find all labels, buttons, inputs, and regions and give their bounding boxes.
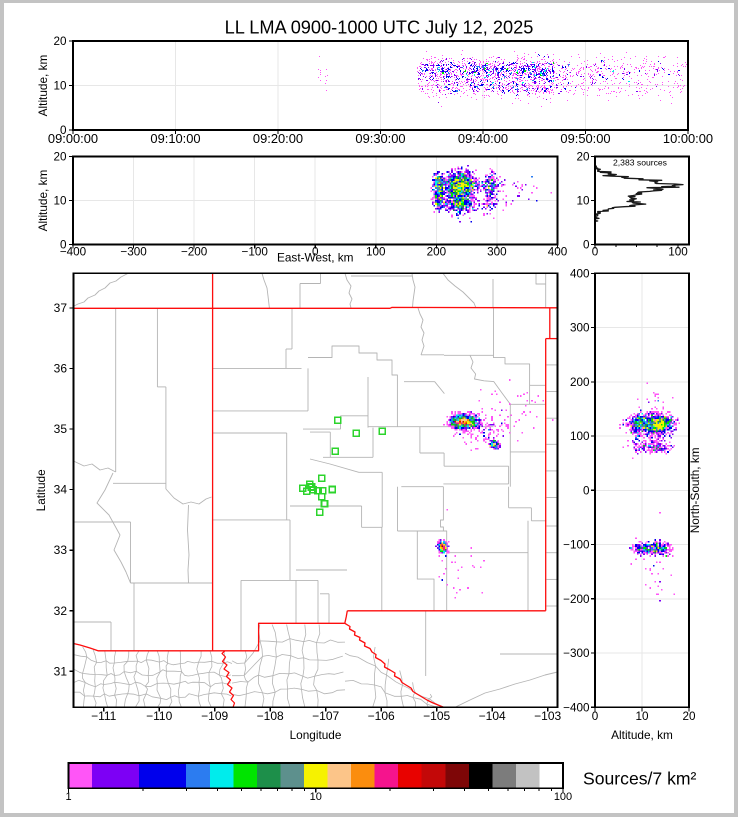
svg-text:0: 0	[592, 710, 599, 723]
svg-text:20: 20	[53, 35, 67, 48]
svg-text:−200: −200	[181, 246, 208, 259]
svg-text:−300: −300	[563, 647, 590, 660]
svg-text:Sources/7 km²: Sources/7 km²	[583, 769, 697, 789]
svg-text:400: 400	[548, 246, 568, 259]
svg-text:0: 0	[60, 239, 67, 252]
svg-text:31: 31	[54, 664, 68, 678]
svg-text:Longitude: Longitude	[290, 728, 342, 742]
svg-text:10: 10	[310, 791, 322, 803]
svg-text:−400: −400	[60, 246, 87, 259]
svg-text:33: 33	[54, 543, 68, 557]
svg-text:300: 300	[570, 322, 590, 335]
svg-text:LL LMA 0900-1000 UTC July 12,: LL LMA 0900-1000 UTC July 12, 2025	[225, 18, 534, 38]
svg-text:North-South, km: North-South, km	[688, 447, 702, 533]
svg-text:0: 0	[592, 246, 599, 259]
svg-text:37: 37	[54, 301, 68, 315]
svg-text:−104: −104	[479, 709, 506, 723]
svg-text:East-West, km: East-West, km	[277, 251, 354, 265]
svg-text:09:30:00: 09:30:00	[355, 131, 405, 146]
svg-text:0: 0	[312, 246, 319, 259]
svg-text:−200: −200	[563, 593, 590, 606]
svg-text:09:40:00: 09:40:00	[458, 131, 508, 146]
svg-text:Altitude, km: Altitude, km	[36, 170, 50, 232]
svg-text:34: 34	[54, 483, 68, 497]
svg-text:09:50:00: 09:50:00	[560, 131, 610, 146]
svg-text:−103: −103	[534, 709, 561, 723]
svg-text:09:10:00: 09:10:00	[150, 131, 200, 146]
svg-text:36: 36	[54, 362, 68, 376]
svg-text:−300: −300	[120, 246, 147, 259]
svg-text:0: 0	[60, 124, 67, 137]
svg-text:10: 10	[53, 80, 67, 93]
svg-text:100: 100	[366, 246, 386, 259]
svg-text:10:00:00: 10:00:00	[663, 131, 713, 146]
svg-text:−109: −109	[201, 709, 228, 723]
svg-text:10: 10	[53, 195, 67, 208]
svg-text:Altitude, km: Altitude, km	[611, 728, 673, 742]
svg-text:Latitude: Latitude	[34, 469, 48, 511]
svg-text:32: 32	[54, 604, 68, 618]
svg-text:100: 100	[570, 430, 590, 443]
svg-text:09:20:00: 09:20:00	[253, 131, 303, 146]
svg-text:100: 100	[668, 246, 688, 259]
svg-text:−108: −108	[257, 709, 284, 723]
svg-text:−106: −106	[368, 709, 395, 723]
svg-text:−107: −107	[312, 709, 339, 723]
svg-text:Altitude, km: Altitude, km	[36, 55, 50, 117]
svg-text:−105: −105	[423, 709, 450, 723]
svg-text:100: 100	[554, 791, 572, 803]
svg-text:200: 200	[570, 376, 590, 389]
svg-text:−100: −100	[242, 246, 269, 259]
svg-text:20: 20	[53, 151, 67, 164]
svg-text:−111: −111	[91, 709, 117, 723]
svg-text:0: 0	[583, 484, 590, 497]
svg-text:400: 400	[570, 267, 590, 280]
svg-text:20: 20	[682, 710, 696, 723]
svg-text:2,383 sources: 2,383 sources	[613, 158, 667, 168]
svg-text:−110: −110	[146, 709, 172, 723]
svg-text:300: 300	[487, 246, 507, 259]
svg-text:20: 20	[576, 151, 590, 164]
svg-text:200: 200	[427, 246, 447, 259]
svg-text:−400: −400	[563, 701, 590, 714]
svg-text:10: 10	[635, 710, 649, 723]
svg-text:0: 0	[583, 239, 590, 252]
svg-text:−100: −100	[563, 539, 590, 552]
svg-text:09:00:00: 09:00:00	[48, 131, 98, 146]
svg-text:10: 10	[576, 195, 590, 208]
svg-text:35: 35	[54, 422, 68, 436]
svg-text:1: 1	[65, 791, 71, 803]
